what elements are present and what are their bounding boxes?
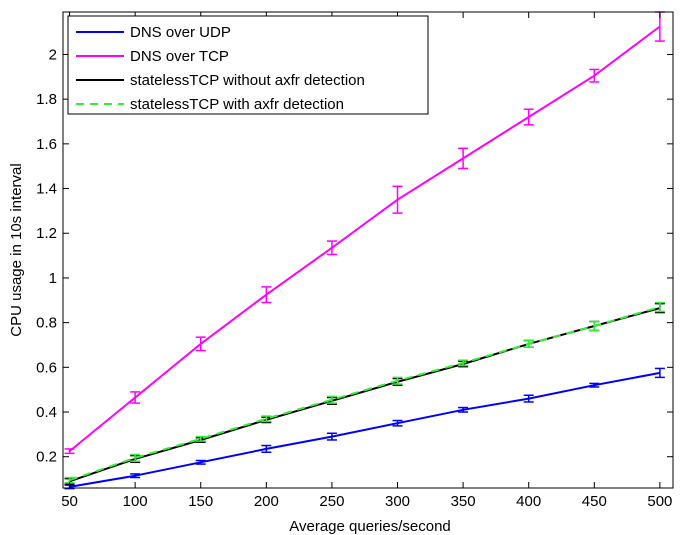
- series-line-3: [69, 307, 661, 483]
- error-bar: [130, 473, 141, 479]
- legend-label: DNS over UDP: [130, 24, 231, 41]
- legend-item-4: statelessTCP with axfr detection: [76, 96, 344, 113]
- series-4: [64, 301, 665, 484]
- tick-layer: 50 100 150 200 250 300 350 400 450 500 0.2 0.4 0.6 0.…: [36, 12, 673, 510]
- series-1: [64, 367, 665, 490]
- x-tick-label: 450: [582, 493, 607, 510]
- y-tick-label: 0.8: [36, 315, 57, 332]
- legend-item-1: DNS over UDP: [76, 24, 231, 41]
- y-tick-label: 1: [49, 270, 57, 287]
- error-bar: [589, 320, 600, 332]
- error-bar: [195, 435, 206, 442]
- error-bar: [392, 185, 403, 214]
- error-bar: [392, 376, 403, 385]
- x-tick-label: 500: [647, 493, 672, 510]
- y-tick-label: 1.4: [36, 181, 57, 198]
- y-tick-label: 1.8: [36, 91, 57, 108]
- series-line-2: [68, 25, 661, 452]
- x-tick-label: 300: [385, 493, 410, 510]
- x-tick-label: 200: [254, 493, 279, 510]
- x-tick-label: 150: [188, 493, 213, 510]
- error-bar: [523, 394, 534, 403]
- y-tick-label: 1.6: [36, 136, 57, 153]
- error-bar: [326, 240, 337, 256]
- error-bar: [523, 108, 534, 126]
- series-line-1: [69, 371, 661, 488]
- y-tick-label: 0.2: [36, 449, 57, 466]
- x-tick-label: 250: [319, 493, 344, 510]
- legend-item-2: DNS over TCP: [76, 48, 229, 65]
- error-bar: [589, 68, 600, 83]
- error-bar: [130, 453, 141, 462]
- error-bar: [130, 391, 141, 404]
- error-bar: [64, 448, 75, 455]
- x-tick-label: 350: [451, 493, 476, 510]
- error-bar: [195, 459, 206, 465]
- y-tick-label: 1.2: [36, 225, 57, 242]
- error-bar: [654, 301, 665, 313]
- y-tick-label: 0.6: [36, 359, 57, 376]
- legend: DNS over UDP DNS over TCP statelessTCP wit…: [67, 15, 429, 115]
- error-bar: [261, 286, 272, 304]
- legend-item-3: statelessTCP without axfr detection: [76, 72, 365, 89]
- legend-box: [67, 15, 429, 115]
- error-bar: [261, 444, 272, 453]
- error-bar: [326, 432, 337, 441]
- series-2: [64, 11, 665, 455]
- legend-label: DNS over TCP: [130, 48, 229, 65]
- error-bar: [458, 406, 469, 413]
- error-bar: [458, 359, 469, 367]
- error-bar: [195, 336, 206, 352]
- x-tick-label: 100: [123, 493, 148, 510]
- error-bar: [458, 147, 469, 170]
- y-tick-label: 0.4: [36, 404, 57, 421]
- x-tick-label: 50: [61, 493, 78, 510]
- legend-label: statelessTCP with axfr detection: [130, 96, 344, 113]
- error-bar: [261, 415, 272, 423]
- y-axis-label: CPU usage in 10s interval: [8, 163, 25, 336]
- x-axis-label: Average queries/second: [289, 518, 451, 535]
- legend-label: statelessTCP without axfr detection: [130, 72, 365, 89]
- error-bar: [654, 367, 665, 379]
- y-tick-label: 2: [49, 46, 57, 63]
- x-tick-label: 400: [516, 493, 541, 510]
- error-bar: [523, 339, 534, 348]
- error-bar: [589, 382, 600, 388]
- error-bar: [326, 395, 337, 404]
- series-line-4: [69, 306, 661, 482]
- error-bar: [392, 419, 403, 427]
- plot-frame: [62, 11, 674, 489]
- series-layer: [64, 11, 665, 490]
